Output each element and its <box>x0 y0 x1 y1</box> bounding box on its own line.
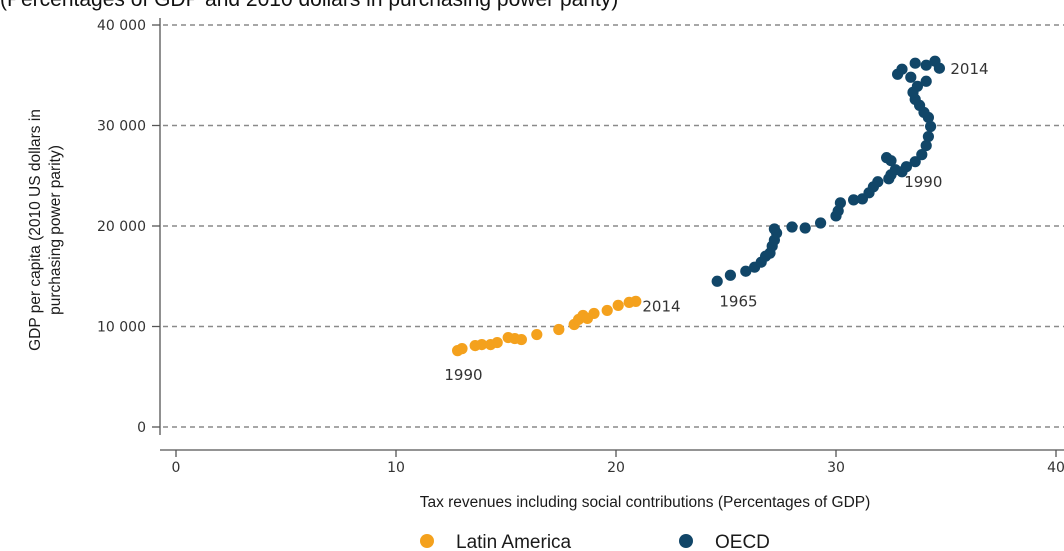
point-oecd-29 <box>920 140 932 152</box>
chart-subtitle: (Percentages of GDP and 2010 dollars in … <box>0 0 618 11</box>
point-oecd-42 <box>909 57 921 69</box>
x-tick-label-1: 10 <box>387 460 405 476</box>
point-oecd-13 <box>815 217 827 229</box>
y-axis-title-line-2: purchasing power parity) <box>47 145 64 315</box>
annotations: 1990 2014 1965 1990 2014 <box>444 60 988 384</box>
point-oecd-28 <box>916 149 928 161</box>
y-tick-label-3: 30 000 <box>97 119 146 135</box>
point-oecd-47 <box>881 152 893 164</box>
point-oecd-41 <box>896 63 908 75</box>
point-oecd-30 <box>922 130 935 143</box>
point-oecd-38 <box>920 75 932 87</box>
point-oecd-10 <box>768 223 781 235</box>
point-oecd-17 <box>848 194 860 206</box>
point-oecd-26 <box>900 161 913 173</box>
y-tick-label-1: 10 000 <box>97 320 146 336</box>
annotation-oecd-1965: 1965 <box>719 292 757 310</box>
point-latin-america-19 <box>630 295 642 307</box>
x-tick-label-4: 40 <box>1047 460 1064 476</box>
x-axis-title: Tax revenues including social contributi… <box>420 494 871 511</box>
point-oecd-37 <box>911 80 924 92</box>
x-tick-label-3: 30 <box>827 460 845 476</box>
axes <box>152 18 1064 457</box>
legend-label-latin-america: Latin America <box>456 532 572 551</box>
point-latin-america-15 <box>588 307 600 320</box>
point-oecd-12 <box>799 222 811 234</box>
y-tick-label-4: 40 000 <box>97 18 146 34</box>
point-oecd-11 <box>786 221 798 233</box>
x-tick-label-2: 20 <box>607 460 625 476</box>
point-oecd-0 <box>711 275 723 287</box>
point-latin-america-17 <box>612 299 624 311</box>
x-tick-label-0: 0 <box>172 460 181 476</box>
point-oecd-16 <box>834 197 847 209</box>
annotation-oecd-1990: 1990 <box>904 173 942 191</box>
annotation-la-2014: 2014 <box>642 297 680 315</box>
point-oecd-31 <box>925 120 937 133</box>
point-latin-america-10 <box>553 323 565 336</box>
point-latin-america-9 <box>531 328 543 341</box>
point-latin-america-3 <box>476 338 488 351</box>
point-oecd-43 <box>920 59 932 71</box>
gridlines <box>163 24 1064 428</box>
annotation-la-1990: 1990 <box>444 366 482 384</box>
point-oecd-21 <box>872 176 884 188</box>
legend-marker-oecd <box>679 534 693 548</box>
tick-labels: 0 10 000 20 000 30 000 40 000 0 10 20 30 40 <box>97 18 1064 476</box>
y-axis-title-line-1: GDP per capita (2010 US dollars in <box>27 109 44 351</box>
annotation-oecd-2014: 2014 <box>950 60 988 78</box>
point-oecd-2 <box>740 265 752 277</box>
y-tick-label-2: 20 000 <box>97 219 146 235</box>
legend-label-oecd: OECD <box>715 532 770 551</box>
point-oecd-27 <box>909 156 921 168</box>
point-latin-america-16 <box>601 304 613 317</box>
legend-marker-latin-america <box>420 534 434 548</box>
point-oecd-1 <box>724 269 737 281</box>
point-oecd-45 <box>933 62 946 74</box>
point-latin-america-8 <box>515 333 528 346</box>
data-points <box>452 55 946 357</box>
legend: Latin America OECD <box>420 532 770 551</box>
point-latin-america-1 <box>456 343 468 355</box>
point-oecd-39 <box>905 71 917 83</box>
point-latin-america-5 <box>491 336 503 349</box>
y-tick-label-0: 0 <box>137 420 146 436</box>
